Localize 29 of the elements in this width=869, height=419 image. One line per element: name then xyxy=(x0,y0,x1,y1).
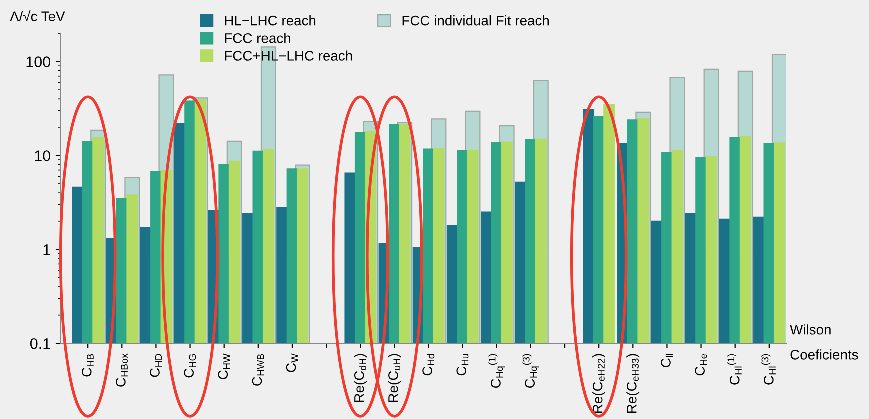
x-tick-label: C$_{Hu}$ xyxy=(456,354,469,376)
y-tick-label: 100 xyxy=(26,56,51,68)
x-tick-label: C$_{Hq}$$^{(1)}$ xyxy=(488,354,506,388)
x-tick-label: C$_{HBox}$ xyxy=(116,354,128,387)
x-tick-label: Re(C$_{dH}$) xyxy=(354,354,368,402)
x-tick-label: Re(C$_{eH33}$) xyxy=(626,354,640,413)
y-tick-label: 10 xyxy=(35,150,51,162)
x-tick-label: C$_{HG}$ xyxy=(184,354,196,378)
legend-label: FCC reach xyxy=(225,33,290,44)
y-axis-title: Λ/√c TeV xyxy=(10,10,66,22)
x-axis-title: Wilson Coeficients xyxy=(790,324,858,360)
x-tick-label: C$_{Hl}$$^{(1)}$ xyxy=(727,354,742,385)
legend-label: FCC individual Fit reach xyxy=(402,16,549,26)
x-tick-label: C$_{He}$ xyxy=(695,354,708,376)
y-tick-label: 1 xyxy=(44,244,50,256)
x-tick-label: Re(C$_{uH}$) xyxy=(388,354,402,402)
y-tick-label: 0.1 xyxy=(30,338,50,350)
legend-label: FCC+HL−LHC reach xyxy=(225,50,352,61)
x-tick-label: C$_{HWB}$ xyxy=(252,354,264,386)
x-tick-label: C$_{HB}$ xyxy=(82,354,94,377)
x-tick-label: C$_{W}$ xyxy=(286,354,298,372)
x-tick-label: C$_{Hl}$$^{(3)}$ xyxy=(762,354,776,385)
x-tick-label: C$_{ll}$ xyxy=(661,354,673,368)
x-tick-label: C$_{HW}$ xyxy=(218,354,230,380)
x-tick-label: Re(C$_{eH22}$) xyxy=(592,354,606,413)
x-tick-label: C$_{Hd}$ xyxy=(422,354,435,376)
legend-label: HL−LHC reach xyxy=(225,16,316,26)
x-tick-label: C$_{Hq}$$^{(3)}$ xyxy=(522,354,540,388)
x-tick-label: C$_{HD}$ xyxy=(150,354,162,378)
